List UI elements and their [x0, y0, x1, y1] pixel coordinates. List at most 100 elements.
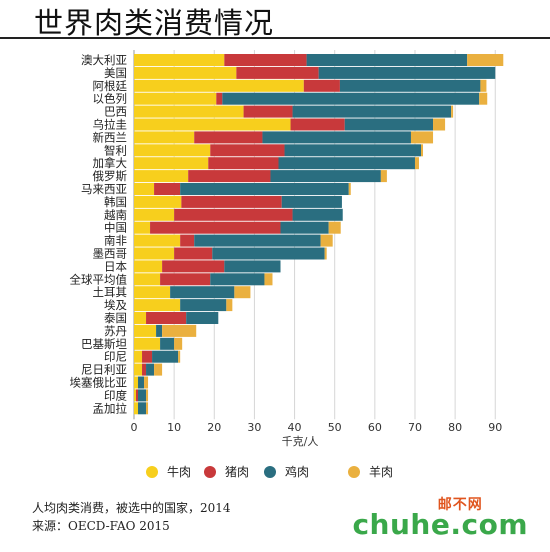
- bar-segment: [142, 363, 147, 376]
- bar-segment: [194, 234, 321, 247]
- legend-label: 牛肉: [167, 464, 191, 479]
- bar-segment: [414, 157, 419, 170]
- category-label: 韩国: [104, 195, 127, 209]
- bar-segment: [292, 208, 343, 221]
- bar-segment: [136, 389, 139, 402]
- bar-segment: [328, 221, 341, 234]
- bar-segment: [152, 350, 179, 363]
- bar-segment: [226, 299, 233, 312]
- x-tick-label: 10: [167, 421, 181, 434]
- bar-segment: [174, 208, 293, 221]
- bar-segment: [134, 54, 225, 66]
- bar-segment: [134, 402, 139, 415]
- bar-segment: [156, 324, 163, 337]
- bar-segment: [146, 312, 187, 324]
- bar-segment: [138, 389, 147, 402]
- bar-segment: [134, 170, 189, 183]
- bar-segment: [216, 92, 223, 105]
- x-axis-ticks: 0 10 20 30 40 50 60 70 80 90: [131, 421, 503, 434]
- bar-segment: [134, 247, 175, 260]
- bar-segment: [134, 350, 143, 363]
- bar-segment: [178, 350, 181, 363]
- x-tick-label: 20: [207, 421, 221, 434]
- x-tick-label: 90: [488, 421, 502, 434]
- bar-segment: [270, 170, 381, 183]
- legend-label: 鸡肉: [285, 464, 309, 479]
- x-axis-title: 千克/人: [282, 435, 319, 448]
- category-label: 智利: [104, 143, 127, 157]
- bar-segment: [451, 105, 454, 118]
- category-label: 尼日利亚: [81, 363, 127, 377]
- category-label: 日本: [104, 259, 127, 273]
- x-tick-label: 60: [368, 421, 382, 434]
- bar-segment: [134, 286, 171, 299]
- bar-segment: [339, 79, 481, 92]
- bar-segment: [134, 299, 181, 312]
- bar-segment: [348, 183, 351, 195]
- legend-label: 猪肉: [225, 465, 249, 479]
- category-label: 新西兰: [93, 130, 128, 144]
- bar-segment: [170, 286, 235, 299]
- category-label: 南非: [104, 234, 127, 248]
- bar-segment: [208, 157, 279, 170]
- stacked-bar-chart: 澳大利亚美国阿根廷以色列巴西乌拉圭新西兰智利加拿大俄罗斯马来西亚韩国越南中国南非…: [70, 50, 504, 479]
- bar-segment: [160, 273, 211, 286]
- bar-segment: [380, 170, 387, 183]
- bar-segment: [212, 247, 325, 260]
- bar-segment: [134, 157, 209, 170]
- bar-segment: [284, 144, 422, 157]
- category-label: 印尼: [104, 350, 127, 364]
- bar-segment: [278, 157, 415, 170]
- bar-segment: [134, 118, 291, 131]
- category-label: 土耳其: [93, 285, 128, 299]
- bar-segment: [234, 286, 251, 299]
- bar-segment: [146, 402, 149, 415]
- category-label: 全球平均值: [70, 272, 128, 286]
- category-label: 巴西: [104, 105, 127, 119]
- bar-segment: [224, 260, 281, 273]
- bar-segment: [180, 299, 227, 312]
- category-label: 埃及: [104, 298, 127, 312]
- bar-segment: [134, 260, 163, 273]
- bar-segment: [142, 350, 153, 363]
- x-tick-label: 40: [288, 421, 302, 434]
- bar-segment: [134, 337, 161, 350]
- x-tick-label: 30: [247, 421, 261, 434]
- bar-segment: [194, 131, 263, 144]
- bar-segment: [320, 234, 333, 247]
- x-tick-label: 70: [408, 421, 422, 434]
- chart-source: 来源：OECD-FAO 2015: [32, 519, 170, 533]
- category-label: 孟加拉: [93, 401, 128, 415]
- bar-segment: [144, 376, 149, 389]
- category-label: 印度: [104, 388, 127, 402]
- bar-segment: [134, 208, 175, 221]
- bar-segment: [134, 234, 181, 247]
- bar-segment: [292, 105, 452, 118]
- bar-segment: [150, 221, 281, 234]
- bar-segment: [134, 324, 157, 337]
- bar-segment: [154, 363, 163, 376]
- legend-marker: [264, 466, 276, 478]
- category-label: 越南: [104, 208, 127, 222]
- bar-segment: [174, 337, 183, 350]
- category-label: 以色列: [93, 92, 128, 106]
- bar-segment: [479, 92, 488, 105]
- category-label: 墨西哥: [93, 247, 128, 261]
- legend: 牛肉 猪肉 鸡肉 羊肉: [146, 464, 393, 479]
- bar-segment: [180, 234, 195, 247]
- category-label: 巴基斯坦: [81, 337, 127, 351]
- bar-segment: [210, 273, 265, 286]
- bar-segment: [134, 312, 147, 324]
- bar-segment: [174, 247, 213, 260]
- bar-segment: [154, 183, 181, 195]
- bar-segment: [324, 247, 327, 260]
- category-label: 澳大利亚: [81, 53, 127, 67]
- bar-segment: [162, 260, 225, 273]
- bar-segment: [134, 195, 182, 208]
- bar-segment: [134, 79, 304, 92]
- footer: 人均肉类消费，被选中的国家，2014 来源：OECD-FAO 2015: [32, 499, 231, 535]
- bar-segment: [138, 376, 145, 389]
- bar-segment: [134, 144, 211, 157]
- bar-segment: [210, 144, 285, 157]
- bar-segment: [303, 79, 340, 92]
